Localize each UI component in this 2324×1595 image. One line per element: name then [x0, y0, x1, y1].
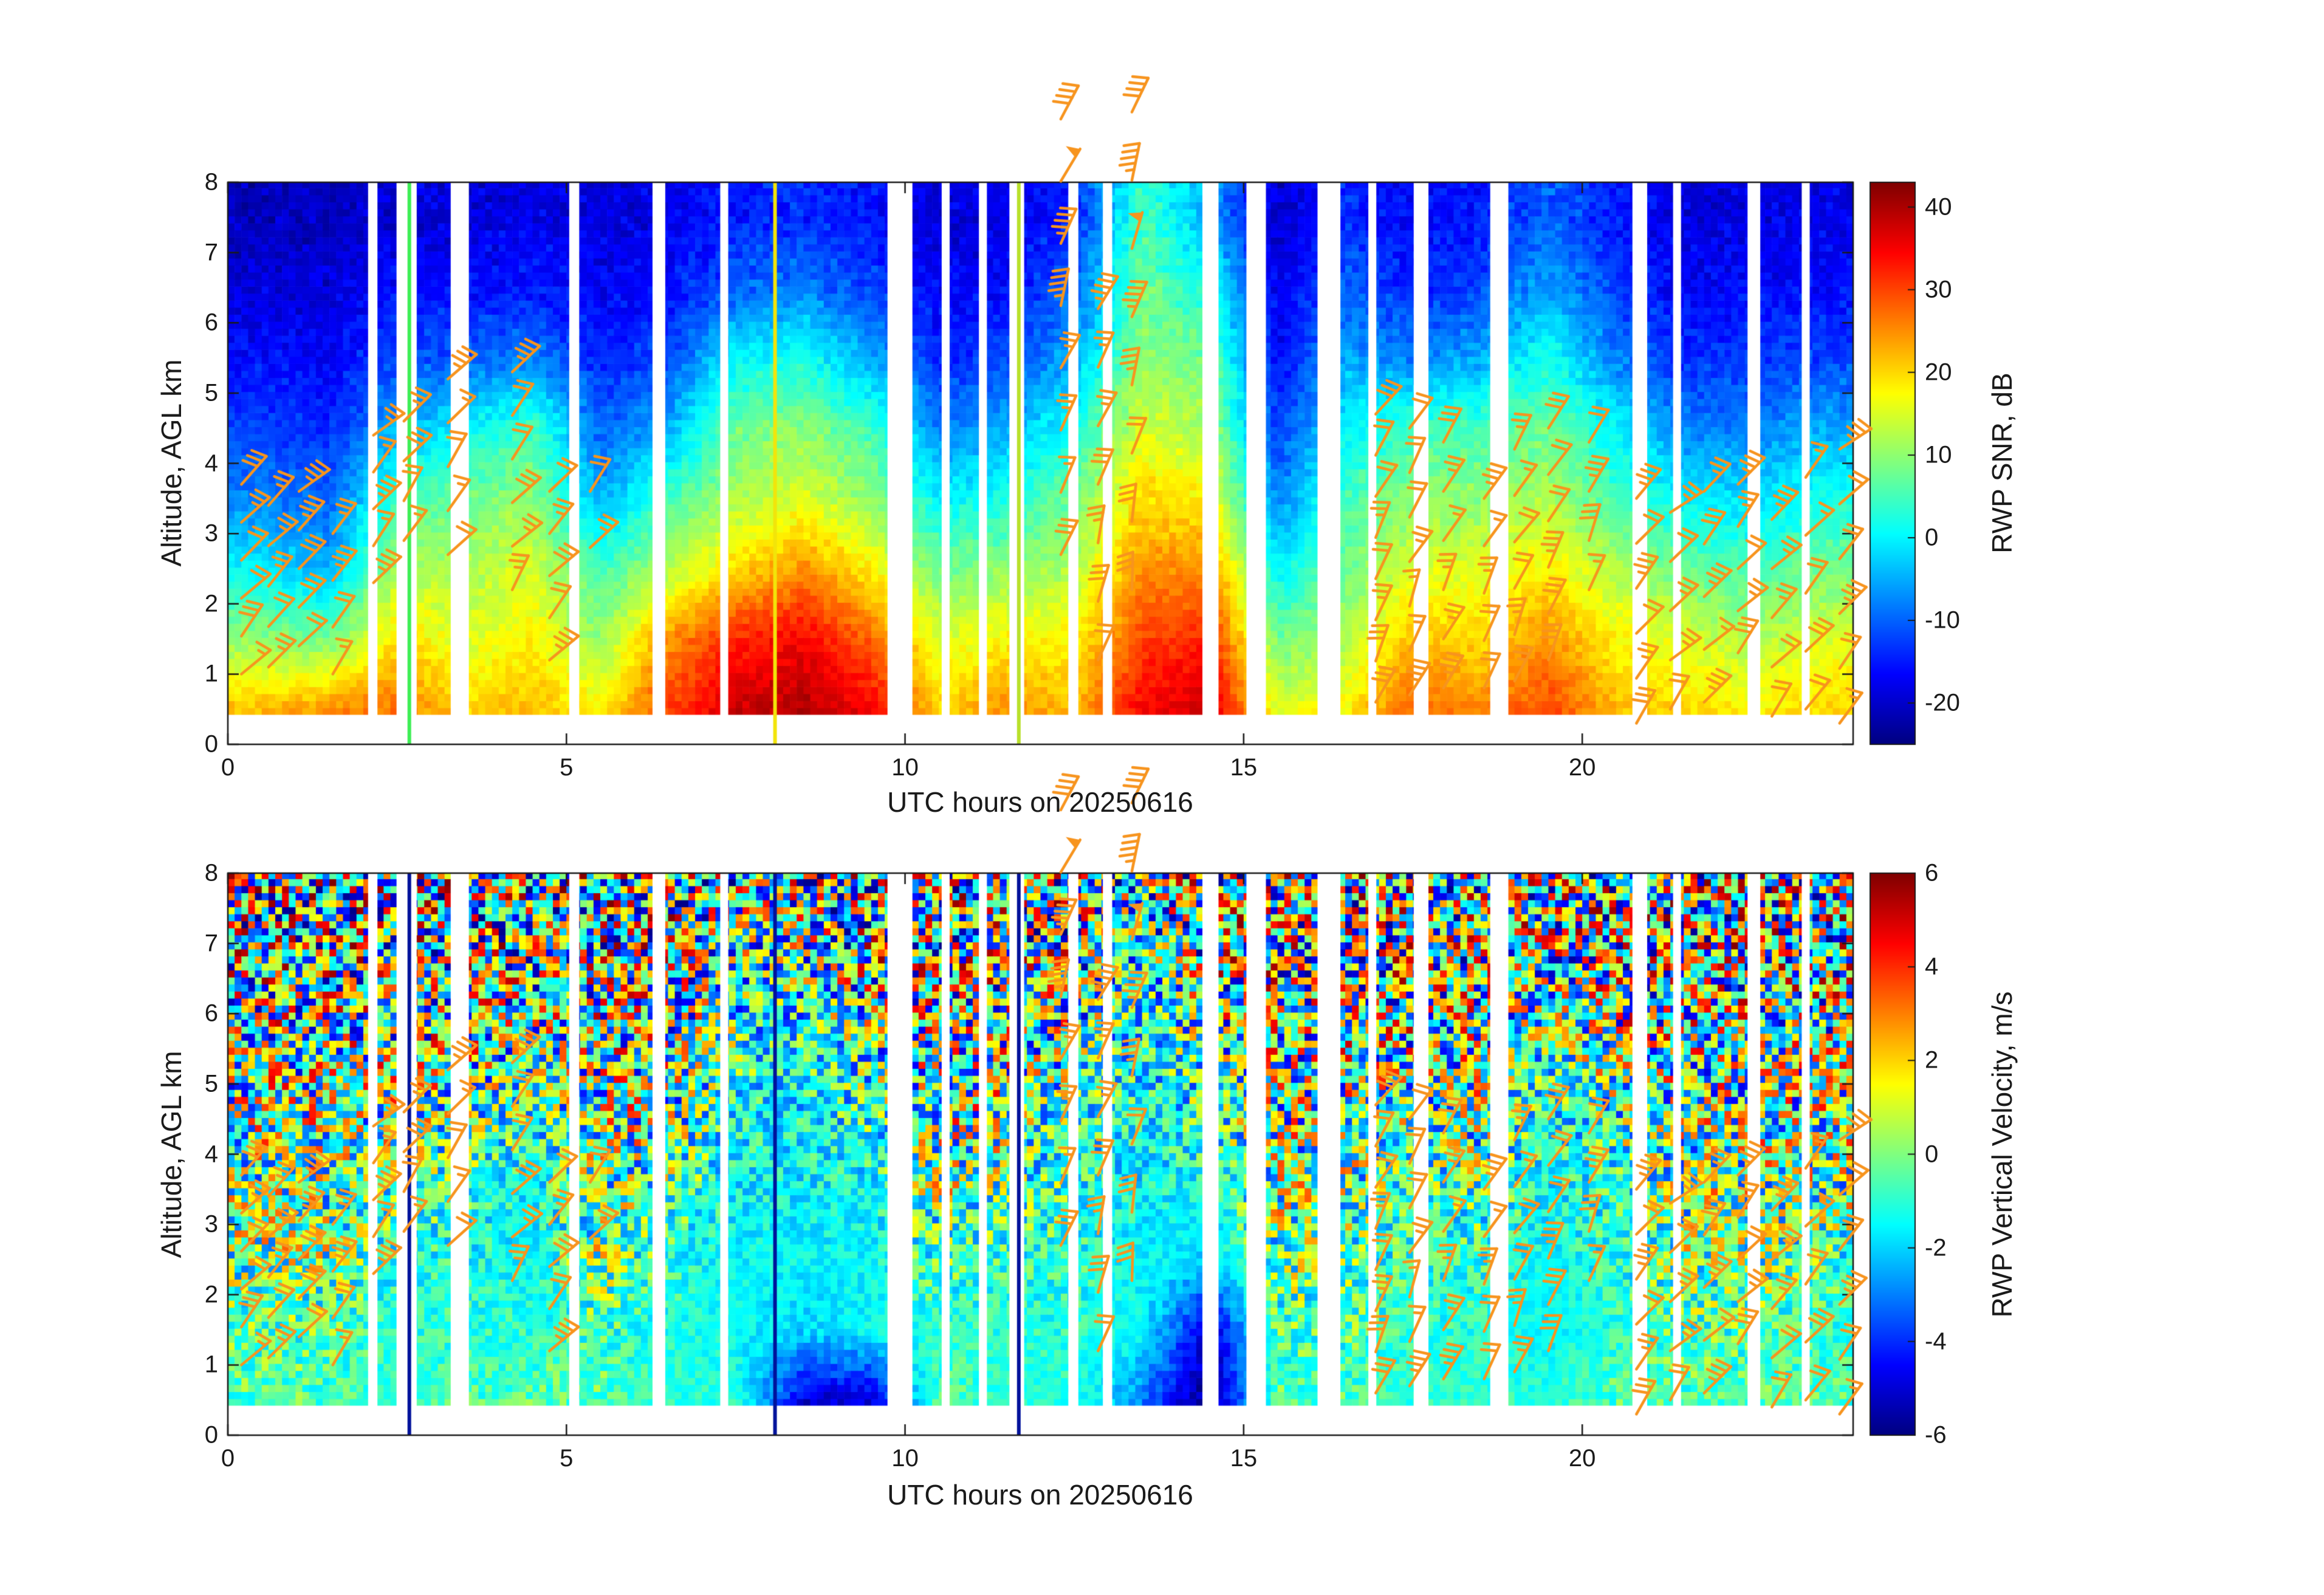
y-tick-label-velocity-2: 2: [204, 1281, 218, 1308]
y-axis-label-snr: Altitude, AGL km: [156, 359, 187, 567]
y-axis-label-velocity: Altitude, AGL km: [156, 1051, 187, 1258]
y-tick-label-velocity-1: 1: [204, 1351, 218, 1378]
y-tick-label-snr-1: 1: [204, 660, 218, 687]
colorbar-tick-label-velocity-2: 2: [1925, 1046, 1939, 1074]
y-tick-label-snr-5: 5: [204, 379, 218, 406]
x-tick-label-snr-2: 10: [891, 754, 919, 781]
y-tick-label-velocity-7: 7: [204, 930, 218, 957]
y-tick-label-velocity-8: 8: [204, 859, 218, 887]
y-tick-label-snr-3: 3: [204, 520, 218, 547]
x-tick-label-snr-3: 15: [1230, 754, 1258, 781]
colorbar-tick-label-snr-1: 30: [1925, 276, 1952, 303]
colorbar-tick-label-velocity-3: 0: [1925, 1141, 1939, 1167]
colorbar-label-snr: RWP SNR, dB: [1986, 372, 2018, 554]
y-tick-label-snr-7: 7: [204, 239, 218, 266]
y-tick-label-snr-0: 0: [204, 730, 218, 758]
y-tick-label-velocity-5: 5: [204, 1070, 218, 1097]
x-axis-label-snr: UTC hours on 20250616: [887, 786, 1193, 818]
y-tick-label-velocity-4: 4: [204, 1141, 218, 1167]
x-tick-label-velocity-3: 15: [1230, 1445, 1258, 1472]
y-tick-label-snr-6: 6: [204, 309, 218, 336]
x-axis-label-velocity: UTC hours on 20250616: [887, 1479, 1193, 1511]
colorbar-tick-label-snr-4: 0: [1925, 524, 1939, 551]
x-tick-label-snr-1: 5: [560, 754, 574, 781]
y-tick-label-snr-4: 4: [204, 450, 218, 476]
colorbar-tick-label-snr-5: -10: [1925, 606, 1960, 634]
y-tick-label-velocity-6: 6: [204, 1000, 218, 1027]
colorbar-label-velocity: RWP Vertical Velocity, m/s: [1986, 991, 2018, 1318]
colorbar-tick-label-velocity-6: -6: [1925, 1421, 1947, 1449]
x-tick-label-velocity-1: 5: [560, 1445, 574, 1472]
colorbar-tick-label-snr-3: 10: [1925, 441, 1952, 468]
y-tick-label-velocity-3: 3: [204, 1210, 218, 1238]
x-tick-label-snr-4: 20: [1568, 754, 1596, 781]
x-tick-label-velocity-4: 20: [1568, 1445, 1596, 1472]
colorbar-tick-label-velocity-0: 6: [1925, 859, 1939, 887]
x-tick-label-snr-0: 0: [221, 754, 235, 781]
colorbar-tick-label-snr-0: 40: [1925, 193, 1952, 221]
colorbar-tick-label-snr-2: 20: [1925, 358, 1952, 386]
colorbar-tick-label-velocity-4: -2: [1925, 1234, 1947, 1261]
y-tick-label-snr-8: 8: [204, 168, 218, 196]
y-tick-label-velocity-0: 0: [204, 1421, 218, 1449]
y-tick-label-snr-2: 2: [204, 590, 218, 617]
colorbar-tick-label-snr-6: -20: [1925, 689, 1960, 716]
x-tick-label-velocity-0: 0: [221, 1445, 235, 1472]
colorbar-tick-label-velocity-5: -4: [1925, 1328, 1947, 1355]
x-tick-label-velocity-2: 10: [891, 1445, 919, 1472]
colorbar-tick-label-velocity-1: 4: [1925, 953, 1939, 980]
